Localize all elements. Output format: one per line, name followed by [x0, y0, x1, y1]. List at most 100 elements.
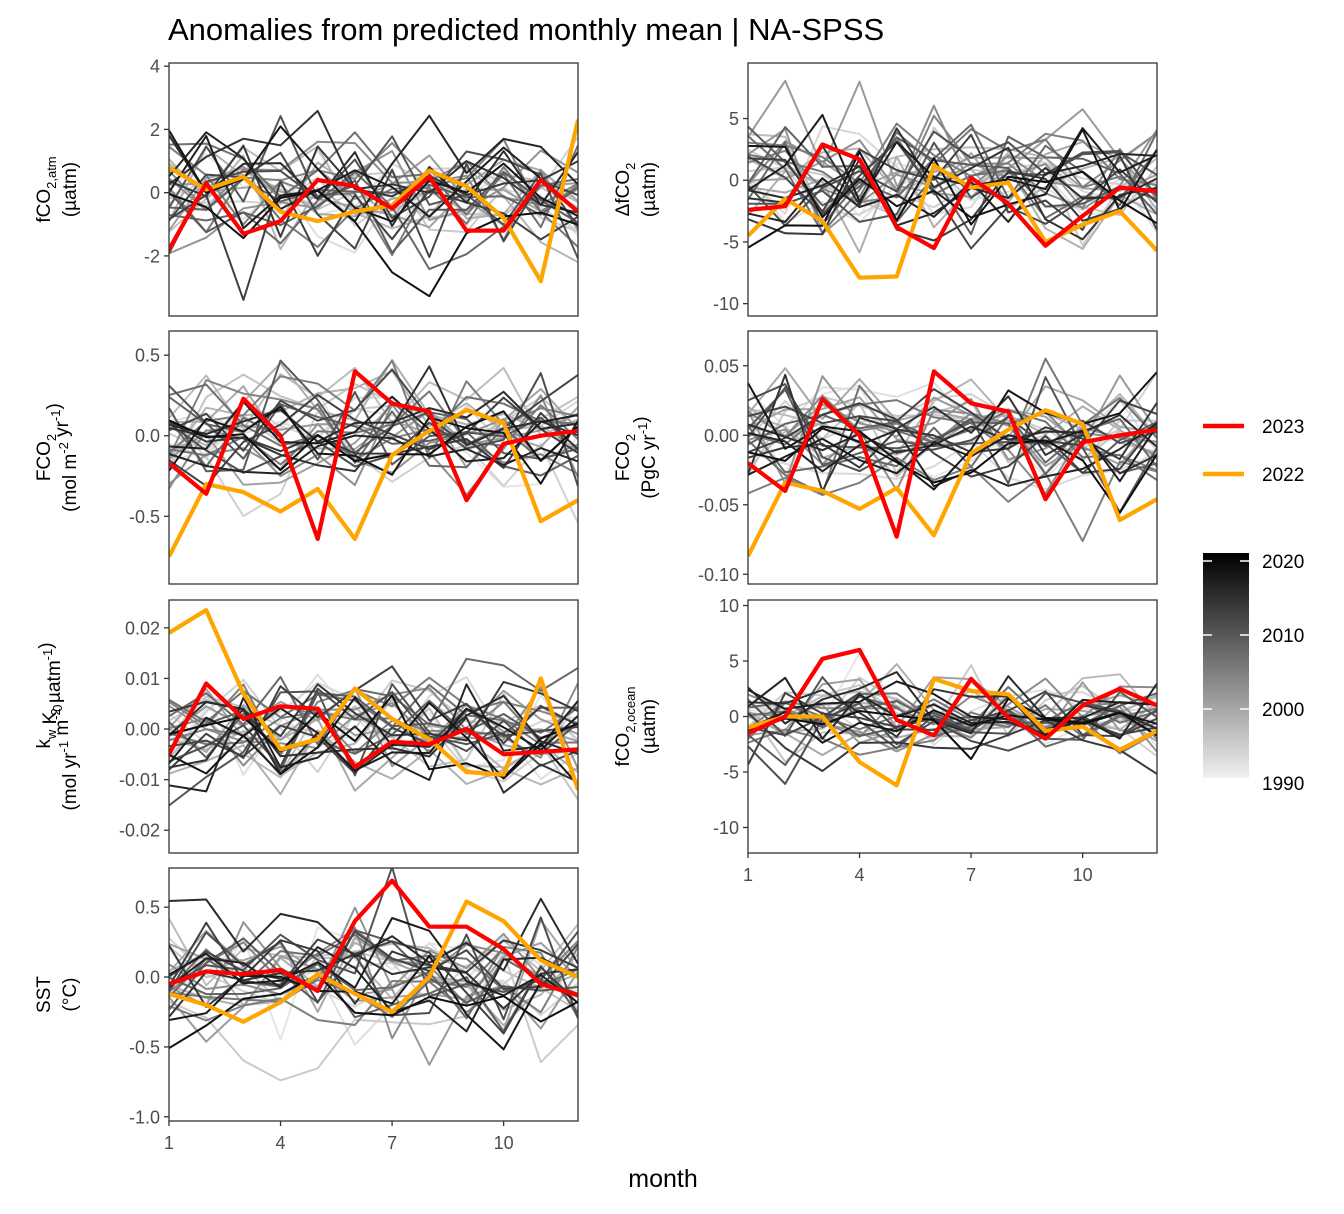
panel-border	[168, 867, 579, 1122]
y-tick-label: 0.5	[135, 346, 160, 366]
year-line-2017	[169, 134, 578, 227]
x-tick-label: 1	[164, 1133, 174, 1153]
year-line-2016	[748, 688, 1157, 738]
year-line-2005	[748, 456, 1157, 543]
legend: 2023 2022 2020 2010 2000 1990	[1203, 417, 1304, 795]
year-line-2009	[169, 396, 578, 477]
year-line-2010	[748, 125, 1157, 208]
panel-fco2-flux-area: 0.5 0.0 -0.5 FCO2(mol m-2 yr-1)	[34, 330, 579, 585]
colorbar-label-1990: 1990	[1262, 774, 1304, 795]
y-axis-label: kw K0(mol yr-1 m-2 µatm-1)	[34, 642, 81, 810]
year-line-2021	[748, 697, 1157, 760]
y-tick-label: -10	[713, 818, 739, 838]
panel-border	[747, 599, 1158, 854]
y-tick-label: 0.02	[125, 618, 160, 638]
y-tick-label: 0.0	[135, 426, 160, 446]
y-axis-label: SST (°C)	[34, 976, 81, 1013]
background-years	[169, 868, 578, 1082]
year-line-2017	[169, 694, 578, 775]
panel-border	[747, 62, 1158, 317]
year-line-2015	[748, 712, 1157, 775]
y-axis-label: fCO2,ocean (µatm)	[613, 686, 660, 766]
svg-text:fCO2,ocean: fCO2,ocean	[613, 686, 638, 766]
year-line-2021	[748, 427, 1157, 514]
y-tick-label: 0.0	[135, 968, 160, 988]
year-line-2016	[169, 707, 578, 794]
svg-text:fCO2,atm: fCO2,atm	[34, 156, 59, 222]
colorbar-label-2010: 2010	[1262, 626, 1304, 647]
y-axis-label: fCO2,atm (µatm)	[34, 156, 81, 222]
x-tick-label: 10	[1073, 865, 1093, 885]
series-line-2022	[748, 676, 1157, 788]
year-line-2011	[748, 376, 1157, 514]
year-line-2007	[748, 135, 1157, 234]
panel-fco2-flux-total: 0.05 0.00 -0.05 -0.10 FCO2 (PgC yr-1)	[613, 330, 1158, 585]
year-line-2018	[748, 152, 1157, 223]
year-line-2004	[748, 394, 1157, 472]
year-line-2012	[748, 130, 1157, 227]
svg-text:FCO2: FCO2	[34, 434, 59, 481]
year-line-1994	[169, 951, 578, 1082]
year-line-2020	[748, 128, 1157, 219]
svg-text:(µatm): (µatm)	[639, 699, 660, 754]
year-line-2014	[169, 665, 578, 771]
year-line-2021	[169, 189, 578, 298]
y-tick-label: 10	[719, 596, 739, 616]
y-tick-label: -0.5	[129, 1037, 160, 1057]
year-line-2013	[169, 930, 578, 991]
y-tick-label: 0.01	[125, 669, 160, 689]
y-tick-label: 5	[729, 109, 739, 129]
year-line-2021	[169, 694, 578, 779]
year-line-2014	[169, 180, 578, 301]
year-line-2021	[169, 973, 578, 1050]
y-tick-label: -10	[713, 294, 739, 314]
year-line-2016	[169, 365, 578, 473]
svg-text:(mol yr-1 m-2 µatm-1): (mol yr-1 m-2 µatm-1)	[36, 642, 81, 810]
x-tick-label: 7	[387, 1133, 397, 1153]
year-line-2014	[748, 133, 1157, 231]
svg-text:FCO2: FCO2	[613, 434, 638, 481]
svg-text:(µatm): (µatm)	[639, 162, 660, 217]
series-line-2023	[748, 369, 1157, 539]
series-line-2022	[169, 119, 578, 284]
year-line-2008	[169, 657, 578, 746]
y-axis-label: ΔfCO2 (µatm)	[613, 162, 660, 217]
year-line-2017	[748, 414, 1157, 454]
series-line-2023	[169, 369, 578, 542]
y-tick-label: 4	[150, 57, 160, 77]
y-tick-label: 0.5	[135, 898, 160, 918]
year-line-2014	[169, 921, 578, 1035]
series-line-2022	[169, 407, 578, 558]
year-line-1998	[169, 729, 578, 796]
year-line-2016	[169, 109, 578, 214]
year-line-2018	[169, 946, 578, 1033]
year-line-2012	[169, 372, 578, 487]
y-tick-label: 5	[729, 652, 739, 672]
year-line-1998	[748, 155, 1157, 254]
y-tick-label: -1.0	[129, 1107, 160, 1127]
svg-text:(µatm): (µatm)	[60, 162, 81, 217]
series-line-2023	[748, 142, 1157, 251]
series-line-2022	[169, 899, 578, 1024]
x-tick-label: 10	[494, 1133, 514, 1153]
background-years	[169, 109, 578, 301]
year-line-2017	[169, 390, 578, 443]
year-line-2018	[169, 114, 578, 223]
y-tick-label: -2	[144, 246, 160, 266]
panel-border	[747, 330, 1158, 585]
series-line-2023	[169, 878, 578, 998]
year-line-2017	[748, 671, 1157, 735]
background-years	[169, 657, 578, 807]
year-line-2019	[169, 917, 578, 1004]
year-line-2020	[169, 125, 578, 223]
y-tick-label: 0	[729, 171, 739, 191]
year-line-2019	[169, 135, 578, 230]
y-tick-label: 0.00	[125, 720, 160, 740]
panel-fco2-atm: 4 2 0 -2 fCO2,atm (µatm)	[34, 57, 579, 317]
y-axis-label: FCO2 (PgC yr-1)	[613, 416, 660, 498]
series-line-2022	[748, 163, 1157, 280]
year-line-2021	[169, 410, 578, 472]
